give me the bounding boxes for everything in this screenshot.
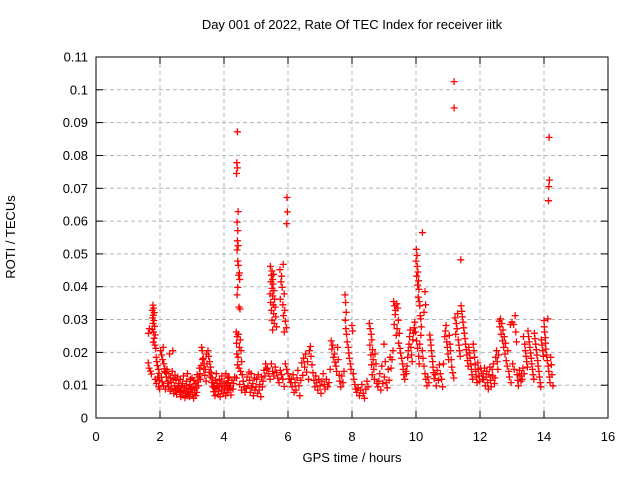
y-tick-label: 0.09 [63,115,88,130]
x-axis-title: GPS time / hours [303,450,402,465]
y-tick-label: 0.07 [63,181,88,196]
y-tick-label: 0.11 [64,50,88,65]
data-points [144,78,557,402]
y-tick-label: 0.06 [63,214,88,229]
y-tick-label: 0.01 [63,378,88,393]
chart-title: Day 001 of 2022, Rate Of TEC Index for r… [202,17,503,32]
x-tick-label: 8 [348,429,355,444]
x-tick-label: 2 [156,429,163,444]
x-tick-label: 0 [92,429,99,444]
y-tick-label: 0.08 [63,148,88,163]
y-tick-label: 0.1 [70,82,88,97]
y-tick-label: 0 [81,411,88,426]
tick-label-layer: 0 2 4 6 8 10 12 14 16 0 0.01 0.02 0.03 0.04 0.05 0.06 0.… [63,50,616,445]
y-tick-label: 0.05 [63,246,88,261]
y-tick-label: 0.02 [63,345,88,360]
x-tick-label: 16 [601,429,615,444]
x-tick-label: 4 [220,429,227,444]
y-tick-label: 0.04 [63,279,88,294]
y-tick-label: 0.03 [63,312,88,327]
x-tick-label: 14 [537,429,551,444]
x-tick-label: 6 [284,429,291,444]
y-axis-title: ROTI / TECUs [3,195,18,279]
x-tick-label: 10 [409,429,423,444]
plot-border [95,56,609,419]
x-tick-label: 12 [473,429,487,444]
